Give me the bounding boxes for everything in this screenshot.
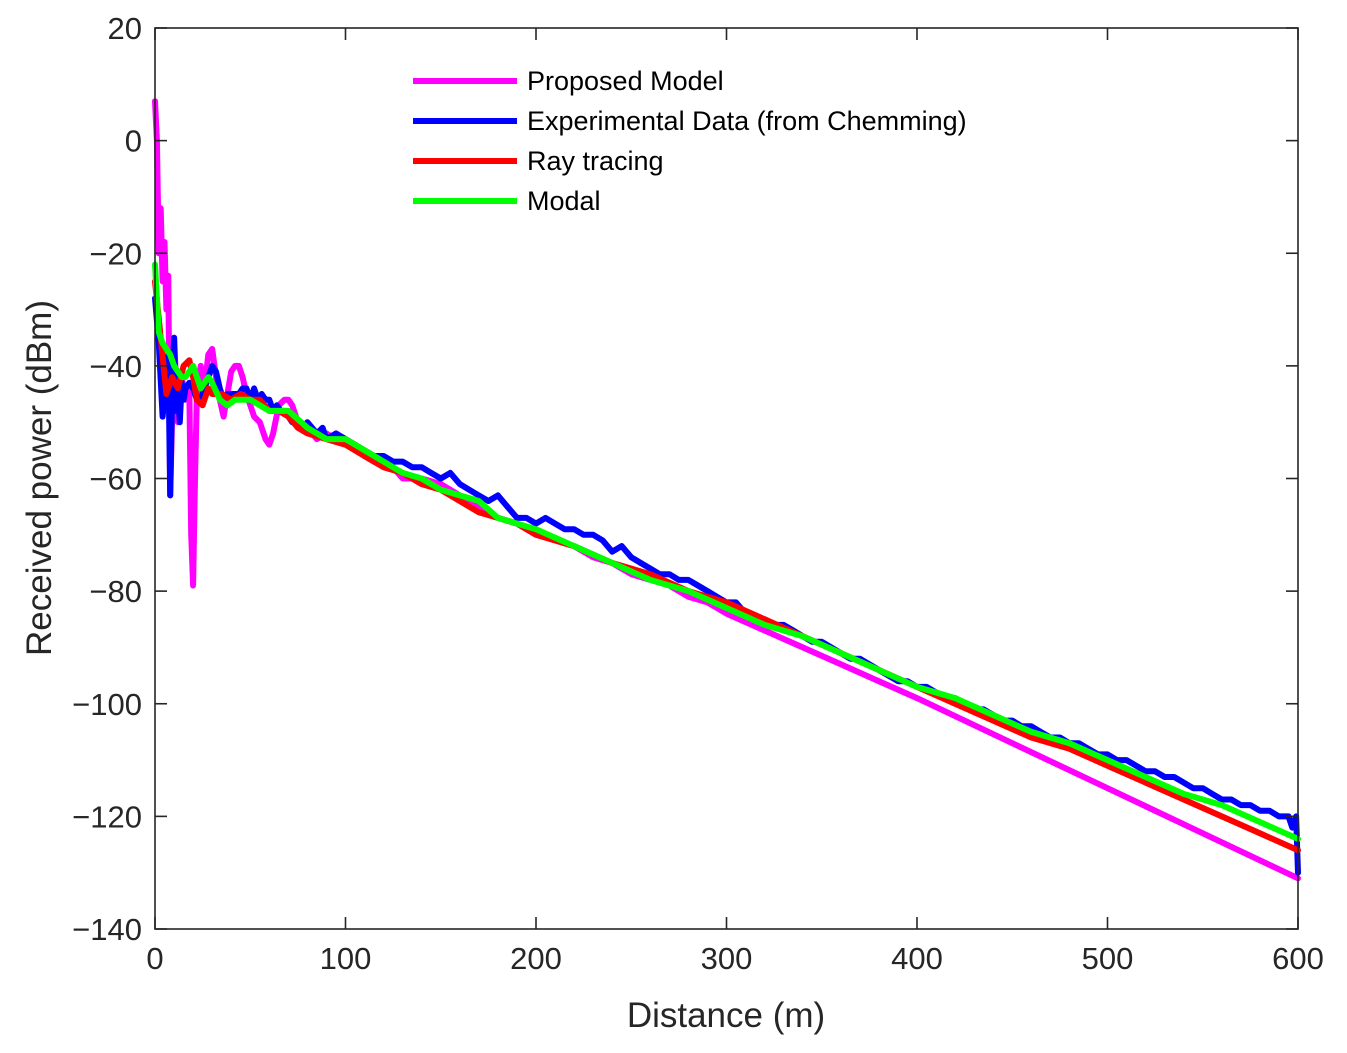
y-tick-label: −120 — [72, 799, 142, 834]
legend-item-modal: Modal — [413, 186, 601, 216]
x-tick-label: 400 — [891, 941, 943, 976]
legend-item-proposed-model: Proposed Model — [413, 66, 724, 96]
x-axis-label: Distance (m) — [627, 996, 825, 1035]
plot-area-background — [155, 28, 1298, 929]
legend-label: Modal — [527, 186, 601, 216]
series-line-experimental-data-from-chemming — [152, 295, 1301, 876]
y-tick-label: −100 — [72, 687, 142, 722]
x-tick-label: 200 — [510, 941, 562, 976]
y-tick-label: −140 — [72, 912, 142, 947]
legend-item-experimental-data-from-chemming: Experimental Data (from Chemming) — [413, 106, 967, 136]
legend: Proposed Model Experimental Data (from Ch… — [413, 66, 967, 216]
y-tick-label: 20 — [108, 11, 142, 46]
y-tick-label: −40 — [89, 349, 142, 384]
tick-layer: 0 100 200 300 400 500 600200−20−40−60−80−100−1… — [72, 11, 1324, 976]
x-tick-label: 100 — [320, 941, 372, 976]
series-line-modal — [152, 261, 1301, 842]
y-axis-label: Received power (dBm) — [20, 300, 59, 656]
x-tick-label: 0 — [146, 941, 163, 976]
legend-label: Ray tracing — [527, 146, 664, 176]
x-tick-label: 300 — [701, 941, 753, 976]
legend-label: Proposed Model — [527, 66, 724, 96]
legend-item-ray-tracing: Ray tracing — [413, 146, 664, 176]
y-tick-label: 0 — [125, 124, 142, 159]
series-layer — [152, 98, 1301, 882]
y-tick-label: −20 — [89, 236, 142, 271]
y-tick-label: −80 — [89, 574, 142, 609]
legend-label: Experimental Data (from Chemming) — [527, 106, 967, 136]
y-tick-label: −60 — [89, 462, 142, 497]
x-tick-label: 500 — [1082, 941, 1134, 976]
x-tick-label: 600 — [1272, 941, 1324, 976]
